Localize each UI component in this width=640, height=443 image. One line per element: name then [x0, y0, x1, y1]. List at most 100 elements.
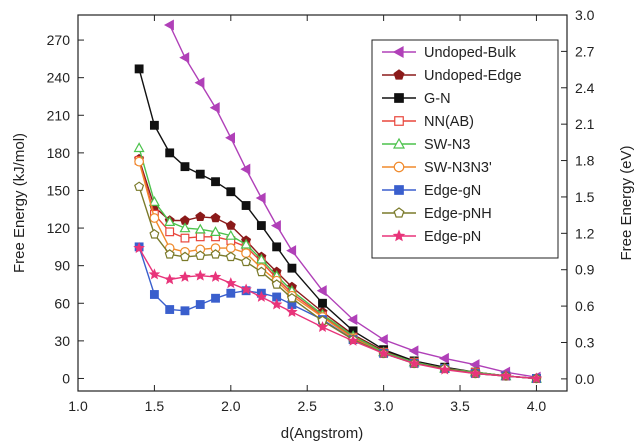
- series-edge-gn: [134, 242, 541, 383]
- legend-label: SW-N3N3': [424, 160, 492, 176]
- data-point: [469, 359, 480, 371]
- data-point: [180, 162, 190, 172]
- data-point: [438, 352, 449, 364]
- legend-marker: [393, 161, 405, 173]
- data-point: [270, 298, 283, 310]
- legend-label: Undoped-Bulk: [424, 45, 517, 61]
- data-point: [134, 64, 144, 74]
- x-tick-label: 1.5: [145, 398, 165, 414]
- data-point: [210, 249, 221, 259]
- y-tick-label: 270: [47, 32, 71, 48]
- data-point: [225, 251, 236, 262]
- legend-marker: [392, 45, 404, 59]
- data-point: [149, 213, 160, 223]
- data-point: [211, 177, 220, 187]
- data-point: [347, 334, 359, 346]
- x-tick-label: 1.0: [68, 398, 88, 414]
- data-point: [133, 142, 145, 153]
- legend-label: Edge-pN: [424, 229, 481, 245]
- x-axis: 1.0 1.5 2.0 2.5 3.0 3.5 4.0: [68, 15, 546, 414]
- data-point: [316, 321, 329, 332]
- y-tick-label: 30: [54, 333, 70, 349]
- data-point: [195, 232, 205, 242]
- data-point: [271, 279, 282, 289]
- data-point: [255, 290, 268, 302]
- data-point: [256, 266, 267, 277]
- data-point: [134, 181, 145, 191]
- data-point: [163, 273, 176, 285]
- legend-item: Edge-gN: [382, 183, 481, 199]
- data-point: [133, 242, 145, 254]
- y-tick-label: 240: [47, 70, 71, 86]
- legend-label: Undoped-Edge: [424, 68, 522, 84]
- data-point: [530, 372, 543, 384]
- data-point: [272, 242, 282, 252]
- legend-marker: [393, 69, 405, 80]
- x-tick-label: 3.5: [450, 398, 470, 414]
- y2-tick-label: 1.8: [575, 153, 595, 169]
- data-point: [255, 192, 266, 204]
- series-undoped-bulk: [163, 19, 541, 383]
- y-tick-label: 180: [47, 145, 71, 161]
- data-point: [224, 277, 237, 289]
- y-tick-label: 90: [54, 258, 70, 274]
- legend-item: Undoped-Bulk: [382, 45, 517, 61]
- data-point: [256, 221, 266, 230]
- data-point: [270, 220, 281, 232]
- data-point: [134, 156, 145, 167]
- data-point: [225, 243, 236, 253]
- y-tick-label: 150: [47, 182, 71, 198]
- data-point: [408, 345, 419, 357]
- legend-marker: [394, 185, 404, 195]
- data-point: [286, 245, 297, 257]
- data-point: [240, 283, 252, 295]
- y2-tick-label: 2.7: [575, 43, 595, 59]
- data-point: [500, 369, 512, 381]
- data-point: [165, 305, 175, 314]
- y2-axis-label: Free Energy (eV): [618, 145, 635, 260]
- data-point: [209, 226, 222, 236]
- y2-tick-label: 1.2: [575, 225, 595, 241]
- y2-tick-label: 0.9: [575, 262, 595, 278]
- data-point: [287, 263, 297, 273]
- legend-marker: [392, 137, 406, 149]
- data-point: [194, 269, 206, 281]
- y-axis-left: 0 30 60 90 120 150 180 210 240 270: [47, 32, 84, 386]
- data-point: [225, 132, 235, 144]
- data-point: [347, 314, 358, 326]
- legend-item: NN(AB): [382, 114, 474, 130]
- x-tick-label: 2.0: [221, 398, 241, 414]
- data-point: [195, 169, 205, 179]
- data-point: [163, 19, 174, 31]
- data-point: [164, 249, 175, 259]
- legend-item: Edge-pNH: [382, 206, 492, 222]
- legend-item: Edge-pN: [382, 229, 481, 245]
- legend-marker: [394, 93, 404, 103]
- data-point: [226, 187, 236, 197]
- data-point: [226, 288, 236, 298]
- series-edge-pn: [133, 242, 543, 384]
- y-tick-label: 210: [47, 107, 71, 123]
- data-point: [149, 290, 159, 299]
- data-point: [179, 52, 190, 64]
- y2-tick-label: 2.1: [575, 116, 595, 132]
- legend-label: Edge-pNH: [424, 206, 492, 222]
- data-point: [210, 212, 221, 223]
- legend-marker: [393, 207, 405, 218]
- data-point: [195, 250, 206, 260]
- data-point: [149, 229, 160, 239]
- data-point: [377, 334, 388, 346]
- data-point: [179, 270, 191, 282]
- data-point: [286, 293, 297, 303]
- data-point: [165, 227, 175, 237]
- series-line: [138, 246, 537, 380]
- legend-item: G-N: [382, 91, 451, 107]
- x-axis-label: d(Angstrom): [281, 425, 364, 442]
- y-tick-label: 0: [62, 370, 70, 386]
- data-point: [180, 233, 190, 243]
- data-point: [240, 238, 252, 249]
- legend-item: Undoped-Edge: [382, 68, 522, 84]
- data-point: [148, 268, 161, 280]
- data-point: [164, 216, 176, 226]
